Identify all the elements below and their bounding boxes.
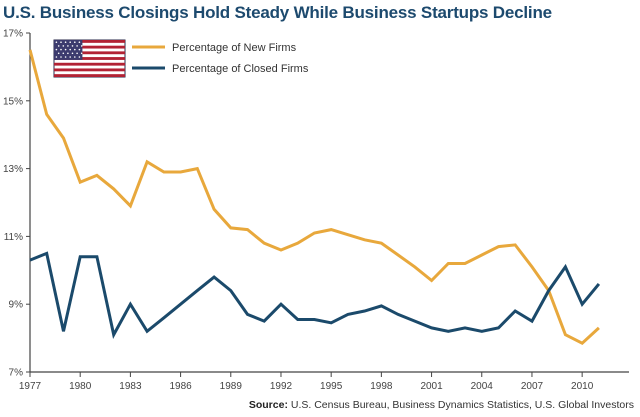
x-tick-label: 1989 [220,381,243,392]
axes: 7% 9% 11% 13% 15% 17% 1977 1980 1983 1986 1989 1992… [3,29,629,392]
flag-star [69,56,71,58]
y-tick-label: 11% [4,232,23,243]
flag-star [76,52,78,55]
y-tick-label: 7% [9,368,24,379]
y-tick-label: 9% [9,300,24,311]
flag-star [62,45,65,47]
flag-stripe [54,68,125,72]
source-text: U.S. Census Bureau, Business Dynamics St… [290,399,634,411]
flag-stripe [54,62,125,66]
x-tick-label: 1992 [270,381,293,392]
flag-star [67,45,69,47]
flag-star [62,52,65,55]
flag-star [74,48,76,51]
flag-star [71,52,74,55]
flag-star [80,45,83,47]
flag-canton [54,40,83,60]
flag-star [76,45,78,47]
x-tick-label: 2004 [471,381,494,392]
flag-star [71,45,74,47]
flag-star [74,41,76,43]
legend-label: Percentage of New Firms [172,42,297,54]
flag-star [64,56,67,58]
flag-stripe [54,40,125,43]
flag-star [60,41,62,43]
flag-star [69,41,71,43]
flag-star [78,41,81,43]
source-label: Source: [248,399,288,411]
y-tick-label: 15% [3,96,23,107]
x-tick-label: 2007 [521,381,544,392]
flag-star [69,48,71,51]
flag-stripe [54,45,125,49]
flag-stripe [54,74,125,77]
flag-star [80,52,83,55]
x-tick-label: 1983 [119,381,142,392]
legend-label: Percentage of Closed Firms [172,63,309,75]
flag-star [55,56,58,58]
flag-star [60,56,62,58]
y-tick-label: 17% [3,29,23,40]
x-tick-label: 1998 [370,381,393,392]
x-tick-label: 1977 [19,381,42,392]
series-line-new-firms [28,49,600,346]
x-tick-label: 2010 [571,381,594,392]
x-tick-label: 1980 [69,381,92,392]
flag-star [74,56,76,58]
flag-star [57,45,60,47]
series-line-closed-firms [29,251,601,339]
flag-star [78,48,81,51]
x-tick-label: 1995 [320,381,343,392]
flag-star [55,48,58,51]
flag-star [57,52,60,55]
flag-star [60,48,62,51]
y-tick-label: 13% [3,164,23,175]
x-tick-label: 1986 [169,381,192,392]
flag-stripe [54,51,125,55]
flag-star [78,56,81,58]
source-note: Source: U.S. Census Bureau, Business Dyn… [249,399,634,411]
flag-star [64,41,67,43]
series-layer [28,49,601,346]
us-flag-icon [53,39,126,78]
flag-star [55,41,58,43]
legend: Percentage of New Firms Percentage of Clo… [53,39,309,78]
chart-title: U.S. Business Closings Hold Steady While… [3,3,552,22]
x-tick-label: 2001 [420,381,443,392]
flag-star [64,48,67,51]
flag-star [67,52,69,55]
flag-stripe [54,57,125,60]
